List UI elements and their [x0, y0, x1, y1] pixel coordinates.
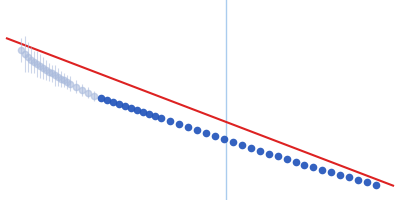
- Point: [128, 107, 134, 110]
- Point: [116, 103, 123, 106]
- Point: [140, 111, 146, 114]
- Point: [203, 132, 209, 135]
- Point: [274, 155, 281, 158]
- Point: [185, 126, 191, 129]
- Point: [355, 178, 362, 181]
- Point: [134, 109, 140, 112]
- Point: [337, 173, 344, 176]
- Point: [292, 160, 299, 163]
- Point: [248, 146, 254, 150]
- Point: [167, 120, 173, 123]
- Point: [104, 99, 111, 102]
- Point: [364, 181, 370, 184]
- Point: [266, 152, 272, 155]
- Point: [230, 141, 236, 144]
- Point: [328, 171, 334, 174]
- Point: [98, 97, 105, 100]
- Point: [176, 123, 182, 126]
- Point: [346, 176, 352, 179]
- Point: [373, 183, 379, 186]
- Point: [221, 138, 227, 141]
- Point: [256, 149, 263, 152]
- Point: [122, 105, 128, 108]
- Point: [146, 113, 152, 116]
- Point: [319, 168, 326, 171]
- Point: [283, 158, 290, 161]
- Point: [238, 144, 245, 147]
- Point: [152, 115, 158, 118]
- Point: [212, 135, 218, 138]
- Point: [110, 101, 117, 104]
- Point: [158, 117, 164, 120]
- Point: [194, 129, 200, 132]
- Point: [301, 163, 308, 166]
- Point: [310, 166, 317, 169]
